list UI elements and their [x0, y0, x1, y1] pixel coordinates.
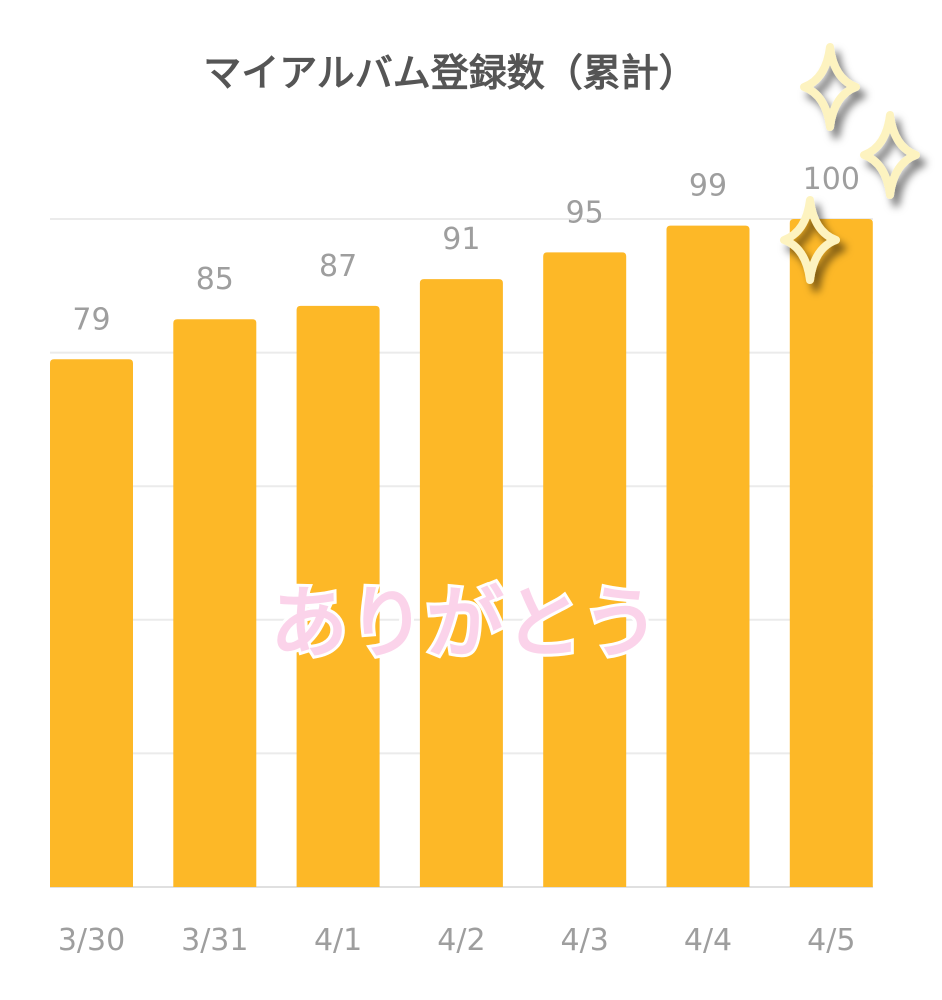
data-label: 85: [196, 262, 234, 297]
data-label: 100: [803, 162, 860, 197]
x-tick-label: 4/4: [684, 923, 732, 958]
x-tick-label: 3/30: [58, 923, 125, 958]
x-tick-label: 4/5: [807, 923, 855, 958]
sparkle-icons: [780, 43, 920, 284]
data-label: 79: [72, 302, 110, 337]
data-label: 99: [689, 169, 727, 204]
x-tick-label: 3/31: [181, 923, 248, 958]
sparkle-icon: [800, 43, 860, 131]
thanks-overlay-text: ありがとう: [270, 579, 660, 669]
x-tick-label: 4/1: [314, 923, 362, 958]
bar: [789, 219, 873, 887]
bar: [50, 359, 133, 887]
bar: [296, 305, 380, 888]
x-tick-label: 4/3: [561, 923, 609, 958]
bar: [543, 252, 627, 887]
sparkle-icon: [860, 111, 920, 199]
bar: [666, 225, 750, 887]
data-label: 87: [319, 249, 357, 284]
bar: [173, 319, 257, 887]
chart-title: マイアルバム登録数（累計）: [203, 51, 697, 95]
data-label: 91: [442, 222, 480, 257]
sparkle-icon: [780, 196, 840, 284]
x-tick-label: 4/2: [437, 923, 485, 958]
bar: [419, 279, 503, 887]
data-label: 95: [566, 195, 604, 230]
